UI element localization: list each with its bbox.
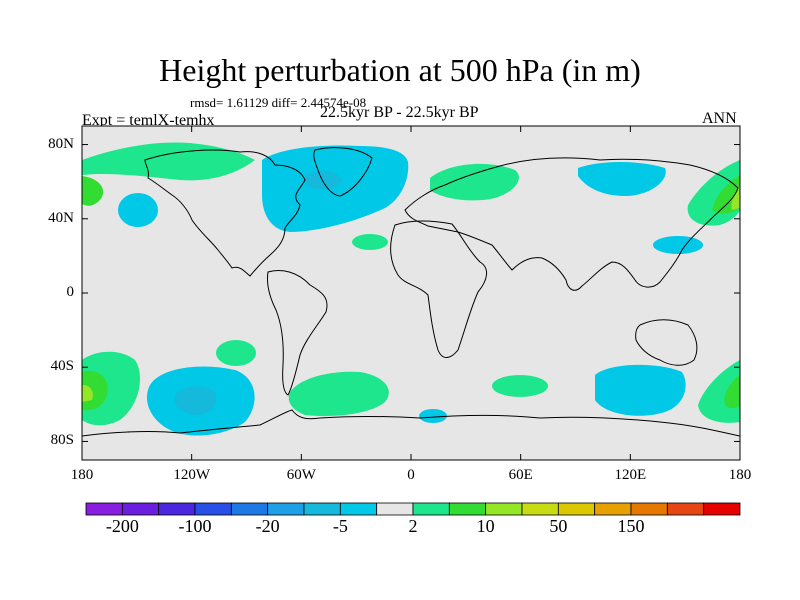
coast-greenland bbox=[313, 147, 373, 197]
colorbar-tick-label: -5 bbox=[332, 516, 348, 536]
coast-africa bbox=[390, 220, 487, 358]
colorbar-swatch bbox=[230, 502, 269, 516]
subtitle: 22.5kyr BP - 22.5kyr BP bbox=[320, 104, 479, 121]
fill-asia-blue-blob bbox=[653, 236, 703, 254]
coast-eurasia bbox=[404, 157, 739, 291]
colorbar-swatch bbox=[521, 502, 559, 516]
colorbar-swatch bbox=[158, 502, 196, 516]
fill-south-indian-blue bbox=[595, 364, 686, 416]
colorbar-tick-label: -20 bbox=[255, 516, 280, 536]
stats-text: rmsd= 1.61129 diff= 2.44574e-08 bbox=[190, 95, 367, 110]
coast-antarctica bbox=[81, 409, 741, 437]
fill-north-pacific-green bbox=[82, 142, 255, 181]
coast-north-america bbox=[144, 149, 306, 277]
fill-atlantic-green-blob bbox=[352, 234, 388, 250]
fill-south-pacific-core bbox=[82, 384, 93, 402]
page-title: Height perturbation at 500 hPa (in m) bbox=[159, 52, 641, 88]
coast-south-america bbox=[267, 270, 328, 396]
colorbar-tick-label: 2 bbox=[408, 516, 418, 536]
fill-south-blue-blob bbox=[419, 409, 447, 423]
fill-south-green-blob bbox=[216, 340, 256, 366]
fill-indian-green-blob bbox=[492, 375, 548, 397]
x-tick-label: 60E bbox=[508, 467, 533, 483]
anomaly-fills bbox=[82, 142, 740, 436]
x-tick-label: 120W bbox=[173, 467, 210, 483]
fill-greenland-inner-blue bbox=[305, 170, 342, 190]
colorbar-swatch bbox=[630, 502, 668, 516]
y-tick-label: 80S bbox=[50, 432, 74, 449]
colorbar-swatch bbox=[412, 502, 450, 516]
x-tick-label: 180 bbox=[728, 467, 752, 483]
colorbar-tick-label: -100 bbox=[178, 516, 212, 536]
colorbar-tick-label: 50 bbox=[549, 516, 568, 536]
colorbar-swatch bbox=[376, 502, 414, 516]
colorbar-swatch bbox=[666, 502, 705, 516]
x-tick-label: 60W bbox=[286, 467, 316, 483]
colorbar-tick-label: 10 bbox=[476, 516, 495, 536]
season-label: ANN bbox=[702, 110, 737, 127]
y-tick-label: 80N bbox=[48, 135, 74, 152]
fill-siberia-blue bbox=[578, 162, 666, 196]
colorbar-swatch bbox=[448, 502, 487, 516]
fill-south-east-inner-green bbox=[724, 375, 740, 409]
y-tick-label: 40S bbox=[50, 358, 74, 375]
fill-south-atlantic-green bbox=[288, 371, 389, 417]
y-tick-label: 0 bbox=[66, 284, 75, 300]
colorbar-swatch bbox=[594, 502, 632, 516]
colorbar-swatch bbox=[303, 502, 341, 516]
x-tick-label: 0 bbox=[407, 467, 415, 483]
fill-nw-pacific-core bbox=[731, 186, 740, 210]
colorbar-swatch bbox=[121, 502, 160, 516]
experiment-label: Expt = temlX-temhx bbox=[82, 112, 215, 129]
colorbar-swatch bbox=[194, 502, 232, 516]
coast-australia bbox=[635, 319, 698, 366]
fill-pacific-blue-blob bbox=[118, 193, 158, 227]
colorbar-swatch bbox=[557, 502, 596, 516]
x-tick-label: 180 bbox=[70, 467, 94, 483]
colorbar-tick-label: -200 bbox=[105, 516, 139, 536]
colorbar-swatch bbox=[267, 502, 305, 516]
fill-south-pacific-inner-blue bbox=[174, 386, 217, 415]
colorbar-swatch bbox=[85, 502, 123, 516]
colorbar bbox=[85, 502, 741, 516]
x-tick-label: 120E bbox=[614, 467, 647, 483]
fill-europe-green bbox=[430, 163, 519, 201]
axis-ticks bbox=[81, 126, 741, 460]
coastlines bbox=[81, 147, 741, 437]
colorbar-swatch bbox=[485, 502, 523, 516]
colorbar-tick-label: 150 bbox=[617, 516, 645, 536]
fill-north-pacific-inner-green bbox=[82, 176, 104, 206]
colorbar-swatch bbox=[703, 502, 741, 516]
colorbar-swatch bbox=[339, 502, 378, 516]
y-tick-label: 40N bbox=[48, 209, 74, 226]
